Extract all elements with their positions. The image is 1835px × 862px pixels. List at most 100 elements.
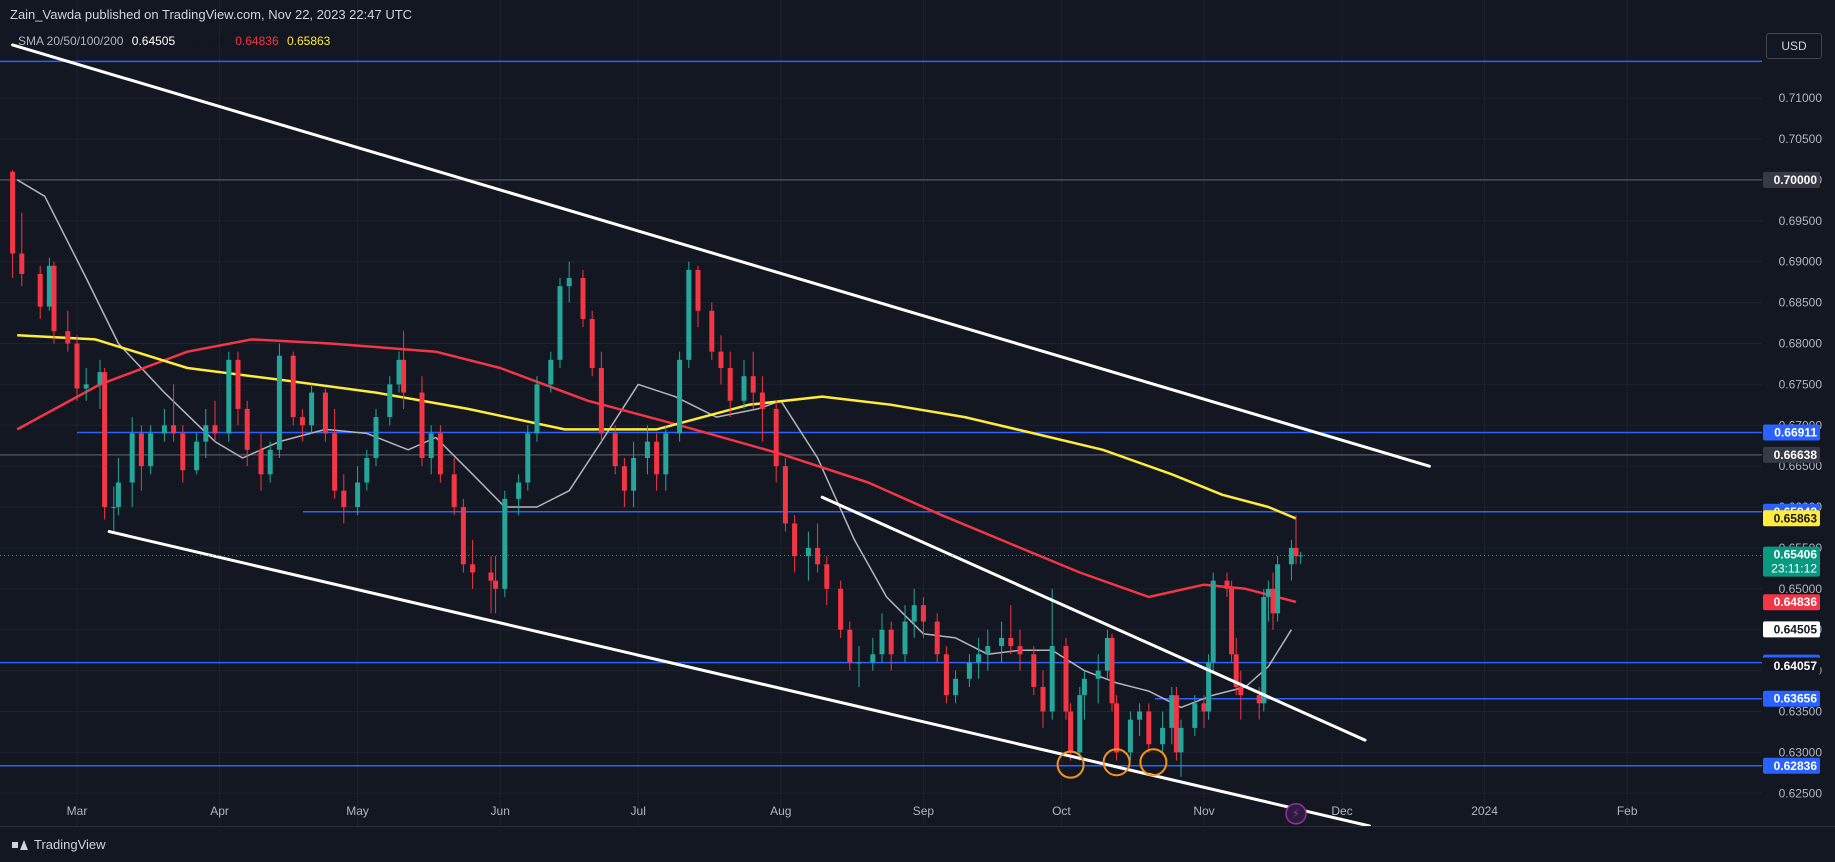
candle-body bbox=[902, 621, 908, 655]
price-tick-label: 0.67500 bbox=[1779, 377, 1823, 391]
candle-body bbox=[1293, 547, 1299, 557]
price-tag bbox=[1763, 446, 1820, 463]
price-tag bbox=[1763, 690, 1820, 707]
candle-body bbox=[1288, 547, 1294, 565]
tradingview-brand-text: TradingView bbox=[34, 837, 106, 852]
candle-body bbox=[1238, 686, 1244, 696]
candle-body bbox=[387, 384, 393, 418]
indicator-legend[interactable]: SMA 20/50/100/200 0.64505 0.64836 0.6483… bbox=[18, 34, 335, 48]
candle-body bbox=[97, 372, 103, 385]
horizontal-levels bbox=[0, 60, 1762, 767]
candle-body bbox=[1256, 695, 1262, 704]
candle-body bbox=[534, 384, 540, 434]
candle-body bbox=[589, 318, 595, 369]
price-tick-label: 0.71000 bbox=[1779, 91, 1823, 105]
candle-body bbox=[580, 278, 586, 319]
candle-body bbox=[695, 269, 701, 311]
candle-body bbox=[1017, 646, 1023, 655]
candle-body bbox=[1173, 695, 1179, 753]
candle-body bbox=[911, 605, 917, 622]
candle-body bbox=[493, 580, 499, 589]
candle-body bbox=[194, 441, 200, 471]
candle-body bbox=[677, 359, 683, 434]
candle-body bbox=[341, 490, 347, 508]
price-tick-label: 0.62500 bbox=[1779, 786, 1823, 800]
sma-line bbox=[17, 334, 1297, 520]
candle-body bbox=[180, 433, 186, 471]
chart-grid bbox=[0, 0, 1762, 826]
candle-body bbox=[999, 637, 1005, 647]
price-tag bbox=[1763, 171, 1820, 188]
legend-sma20-value: 0.64505 bbox=[131, 34, 176, 48]
candle-body bbox=[718, 351, 724, 369]
time-tick-label: Dec bbox=[1331, 804, 1352, 818]
candle-body bbox=[1275, 564, 1281, 614]
candle-body bbox=[1127, 719, 1133, 753]
candle-body bbox=[1137, 711, 1143, 720]
candle-body bbox=[428, 433, 434, 458]
candle-body bbox=[276, 355, 282, 450]
candle-body bbox=[148, 433, 154, 467]
candle-body bbox=[226, 359, 232, 434]
candle-body bbox=[1178, 727, 1184, 753]
candle-body bbox=[203, 425, 209, 442]
price-tick-label: 0.70500 bbox=[1779, 132, 1823, 146]
candle-body bbox=[332, 433, 338, 491]
candle-body bbox=[934, 621, 940, 655]
candle-body bbox=[566, 278, 572, 287]
price-tag bbox=[1763, 594, 1820, 611]
candle-body bbox=[741, 376, 747, 401]
candle-body bbox=[1031, 654, 1037, 687]
price-tag-label: 0.70000 bbox=[1774, 173, 1818, 187]
candle-body bbox=[83, 384, 89, 389]
candle-body bbox=[235, 359, 241, 409]
candle-body bbox=[976, 654, 982, 663]
candle-body bbox=[1201, 703, 1207, 712]
candle-body bbox=[1229, 588, 1235, 655]
price-tag bbox=[1763, 546, 1820, 577]
candle-body bbox=[37, 273, 43, 307]
candle-body bbox=[267, 449, 273, 475]
candle-body bbox=[966, 662, 972, 679]
candle-body bbox=[557, 286, 563, 360]
candle-body bbox=[46, 265, 52, 307]
price-axis[interactable] bbox=[1762, 0, 1835, 826]
candle-body bbox=[19, 253, 25, 274]
price-tick-label: 0.68000 bbox=[1779, 336, 1823, 350]
candle-body bbox=[1224, 580, 1230, 589]
candle-body bbox=[138, 433, 144, 467]
candle-body bbox=[1192, 703, 1198, 728]
header-bar: Zain_Vawda published on TradingView.com,… bbox=[0, 0, 1835, 28]
price-tag-label: 0.66638 bbox=[1774, 448, 1818, 462]
price-tag-label: 0.63656 bbox=[1774, 692, 1818, 706]
candle-body bbox=[290, 355, 296, 418]
candle-body bbox=[686, 269, 692, 360]
candle-body bbox=[299, 417, 305, 426]
candle-body bbox=[401, 359, 407, 393]
price-tick-label: 0.65000 bbox=[1779, 582, 1823, 596]
price-tick-label: 0.69000 bbox=[1779, 255, 1823, 269]
footer-bar: TradingView bbox=[0, 826, 1835, 862]
tradingview-logo[interactable]: TradingView bbox=[12, 837, 106, 852]
sma-line bbox=[16, 338, 1297, 604]
currency-button[interactable]: USD bbox=[1766, 33, 1822, 59]
swing-low-marker bbox=[1139, 748, 1168, 777]
time-tick-label: May bbox=[346, 804, 369, 818]
price-tags: 0.700000.669110.666380.659420.658630.654… bbox=[1762, 171, 1821, 774]
candle-body bbox=[773, 408, 779, 467]
time-tick-label: Sep bbox=[913, 804, 935, 818]
candle-body bbox=[396, 359, 402, 385]
candle-body bbox=[1063, 646, 1069, 712]
swing-markers: ⚡ bbox=[1056, 748, 1307, 825]
candle-body bbox=[65, 331, 71, 344]
candle-body bbox=[470, 564, 476, 573]
candle-body bbox=[1169, 695, 1175, 728]
candle-body bbox=[815, 547, 821, 565]
candle-body bbox=[161, 425, 167, 434]
price-tag-label: 0.66911 bbox=[1774, 426, 1817, 440]
candle-body bbox=[525, 433, 531, 483]
candle-body bbox=[74, 343, 80, 389]
candle-body bbox=[1270, 588, 1276, 614]
time-tick-label: 2024 bbox=[1471, 804, 1498, 818]
